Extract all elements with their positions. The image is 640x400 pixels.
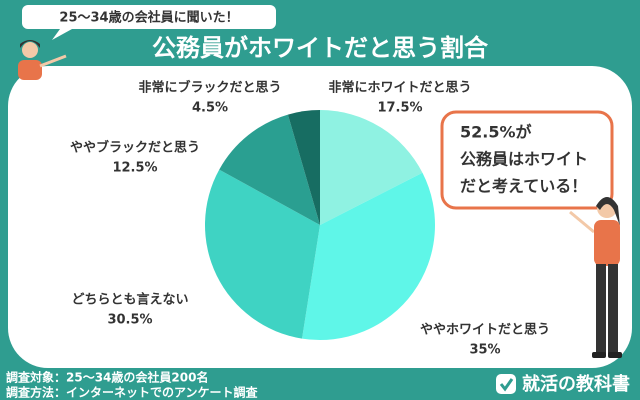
callout-line: 公務員はホワイト bbox=[460, 150, 588, 169]
value-label: 30.5% bbox=[107, 313, 152, 328]
chart-title: 公務員がホワイトだと思う割合 bbox=[152, 34, 489, 62]
subtitle-bubble bbox=[22, 5, 276, 29]
value-label: 35% bbox=[469, 343, 500, 358]
pie-slice bbox=[302, 172, 436, 340]
logo-check bbox=[499, 378, 514, 392]
bubble-tail bbox=[52, 29, 72, 40]
slice-label: 非常にホワイトだと思う bbox=[328, 80, 471, 96]
figure-right bbox=[569, 197, 622, 358]
slice-label: どちらとも言えない bbox=[71, 292, 188, 308]
value-label: 12.5% bbox=[112, 161, 157, 176]
pie-slice bbox=[204, 169, 320, 339]
slice-label: ややホワイトだと思う bbox=[420, 323, 550, 338]
pie-slice bbox=[287, 110, 320, 225]
callout-box bbox=[440, 110, 614, 210]
callout-line: だと考えている！ bbox=[460, 177, 587, 196]
slice-label: 非常にブラックだと思う bbox=[138, 80, 281, 96]
logo: 就活の教科書 bbox=[522, 373, 630, 395]
figure-left bbox=[18, 40, 67, 80]
note: 調査対象：25〜34歳の会社員200名 bbox=[6, 370, 208, 385]
pie-slice bbox=[320, 110, 423, 225]
callout-line: 52.5%が bbox=[460, 123, 532, 142]
slice-label: ややブラックだと思う bbox=[70, 140, 200, 156]
pie-slice bbox=[219, 114, 320, 225]
logo-icon bbox=[496, 374, 516, 394]
value-label: 17.5% bbox=[377, 101, 422, 116]
subtitle: 25〜34歳の会社員に聞いた！ bbox=[59, 10, 238, 26]
value-label: 4.5% bbox=[192, 101, 228, 116]
note: 調査方法：インターネットでのアンケート調査 bbox=[6, 385, 259, 400]
